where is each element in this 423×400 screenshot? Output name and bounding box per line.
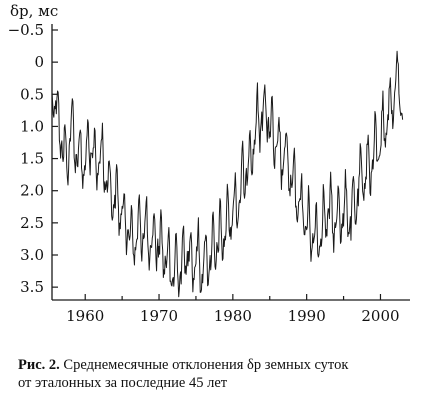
chart-plot: δp, мс −0.500.51.01.52.02.53.03.5 1960 19… <box>8 2 410 325</box>
caption-label: Рис. 2. <box>18 357 60 373</box>
y-tick-label: 0.5 <box>20 85 44 103</box>
y-tick-label: 1.0 <box>20 117 44 135</box>
axes <box>51 24 410 301</box>
y-axis-label: δp, мс <box>10 2 58 20</box>
caption-text-line2: от эталонных за последние 45 лет <box>18 375 228 391</box>
y-tick-label: −0.5 <box>8 21 44 39</box>
series-line <box>51 50 404 298</box>
caption-text-line1: Среднемесячные отклонения δp земных суто… <box>59 357 349 373</box>
x-tick-label: 1980 <box>214 307 252 325</box>
y-axis-label-text: δp, мс <box>10 2 58 20</box>
x-tick-label: 2000 <box>361 307 399 325</box>
y-axis-ticks: −0.5 0 0.5 1.0 1.5 2.0 2.5 3.0 3.5 <box>8 21 58 296</box>
y-tick-label: 2.5 <box>20 214 44 232</box>
y-tick-label: 2.0 <box>20 182 44 200</box>
x-tick-label: 1960 <box>66 307 104 325</box>
y-tick-label: 1.5 <box>20 150 44 168</box>
y-tick-label: 3.5 <box>20 278 44 296</box>
x-tick-label: 1970 <box>140 307 178 325</box>
figure-caption: Рис. 2. Среднемесячные отклонения δp зем… <box>18 356 413 392</box>
y-tick-label: 0 <box>34 53 44 71</box>
y-tick-label: 3.0 <box>20 246 44 264</box>
x-tick-label: 1990 <box>288 307 326 325</box>
x-axis-ticks: 1960 1970 1980 1990 2000 <box>66 294 400 325</box>
